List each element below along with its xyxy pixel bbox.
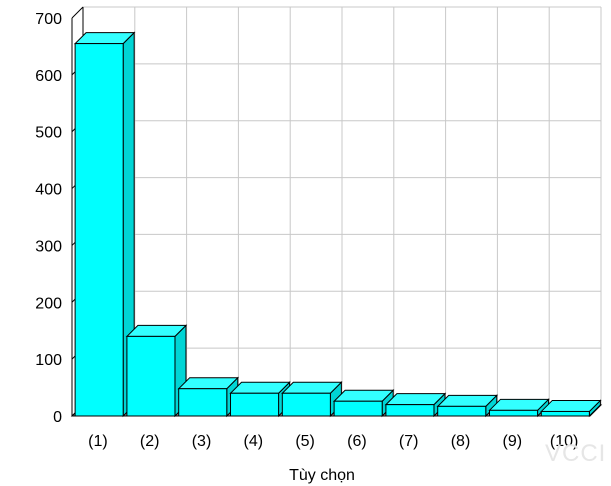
bar-front xyxy=(126,335,176,417)
x-tick-label: (2) xyxy=(140,433,160,450)
y-tick-label: 100 xyxy=(35,352,62,369)
bar xyxy=(332,389,395,418)
bar xyxy=(488,398,550,418)
x-tick-labels: (1) (2) (3) (4) (5) (6) (7) (8) (9) (10) xyxy=(88,433,578,450)
bar xyxy=(73,31,136,418)
x-tick-label: (8) xyxy=(451,433,471,450)
bar-top xyxy=(436,394,498,407)
y-tick-label: 400 xyxy=(35,182,62,199)
x-tick-label: (10) xyxy=(550,433,578,450)
y-tick-label: 300 xyxy=(35,238,62,255)
y-tick-label: 0 xyxy=(53,409,62,426)
x-tick-label: (5) xyxy=(295,433,315,450)
y-tick-labels: 0 100 200 300 400 500 600 700 xyxy=(35,11,62,426)
y-tick-label: 700 xyxy=(35,11,62,28)
y-tick-label: 500 xyxy=(35,125,62,142)
x-tick-label: (1) xyxy=(88,433,108,450)
bar-front xyxy=(437,405,487,417)
bar-top xyxy=(281,381,343,394)
bar-front xyxy=(489,409,539,417)
x-tick-label: (9) xyxy=(503,433,523,450)
chart-bars xyxy=(73,31,602,418)
bar xyxy=(229,381,291,418)
watermark: VCCI xyxy=(545,440,607,467)
bar xyxy=(125,324,188,418)
x-tick-label: (7) xyxy=(399,433,419,450)
bar-front xyxy=(230,392,280,417)
bar xyxy=(540,399,602,418)
y-tick-label: 200 xyxy=(35,295,62,312)
bar-front xyxy=(74,43,124,417)
bar-front xyxy=(540,410,590,417)
bar xyxy=(177,376,239,418)
x-tick-label: (3) xyxy=(192,433,212,450)
bar-front xyxy=(281,392,331,417)
bar-top xyxy=(229,381,291,394)
bar-top xyxy=(73,32,136,45)
bar xyxy=(281,381,343,418)
bar-front xyxy=(178,388,228,417)
bar-top xyxy=(332,389,395,402)
bar-front xyxy=(385,404,435,417)
bar xyxy=(436,394,498,418)
y-tick-label: 600 xyxy=(35,68,62,85)
x-tick-label: (6) xyxy=(347,433,367,450)
x-tick-label: (4) xyxy=(244,433,264,450)
bar-front xyxy=(333,400,383,417)
bar-top xyxy=(125,324,188,337)
bar-top xyxy=(177,377,239,390)
bar xyxy=(384,392,447,418)
y-tick-mark xyxy=(71,6,84,19)
bar-top xyxy=(488,398,550,411)
x-axis-title: Tùy chọn xyxy=(289,467,355,484)
bar-top xyxy=(384,393,447,406)
bar-top xyxy=(540,399,602,412)
